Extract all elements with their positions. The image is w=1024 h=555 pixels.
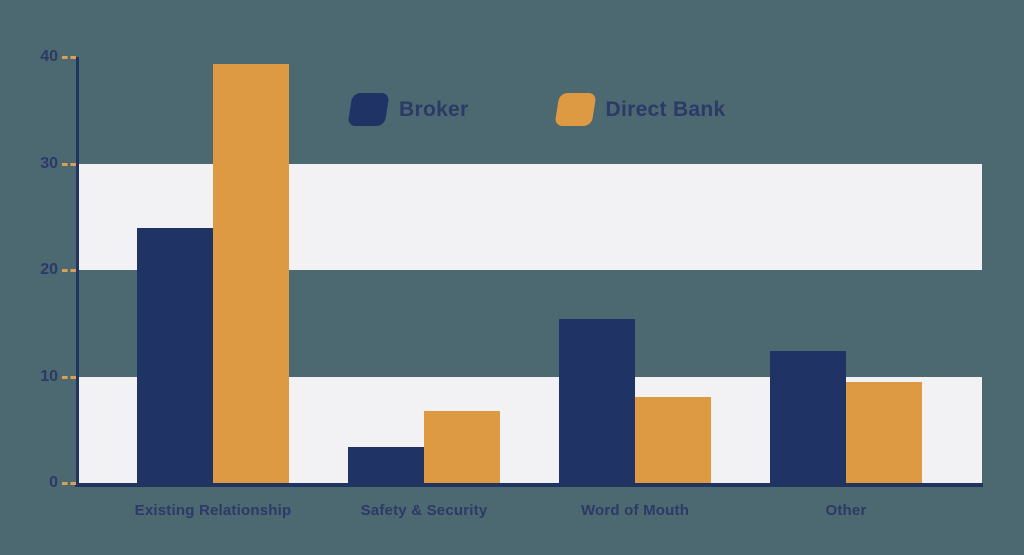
y-axis-tick-label-40: 40 [40,48,58,65]
legend-item-direct-bank: Direct Bank [553,93,726,126]
category-label-word-of-mouth: Word of Mouth [580,502,690,519]
direct-bank-legend-label: Direct Bank [605,97,726,121]
y-axis-tick-mark-icon [62,269,76,272]
bar-safety-security-broker [348,446,424,483]
bar-word-of-mouth-broker [559,319,635,483]
y-axis-tick-label-10: 10 [40,367,58,385]
y-axis-tick-label-30: 30 [40,154,58,172]
bar-safety-security-direct-bank [424,410,500,483]
y-axis-tick-mark-icon [62,162,76,166]
category-label-other: Other [825,502,867,519]
category-label-existing-relationship: Existing Relationship [134,502,292,519]
broker-legend-label: Broker [399,97,469,121]
y-axis-tick-label-0: 0 [49,474,58,491]
y-axis-tick-mark-icon [62,482,76,485]
y-axis-tick-mark-icon [62,375,76,379]
bar-existing-relationship-direct-bank [213,64,289,483]
bar-word-of-mouth-direct-bank [635,396,711,483]
direct-bank-legend-swatch-icon [553,93,597,126]
legend-item-broker: Broker [347,93,469,126]
bar-other-broker [770,350,846,483]
x-axis-line [75,483,983,487]
y-axis-tick-label-20: 20 [40,261,58,278]
plot-area [79,57,982,483]
y-axis-line [76,57,79,487]
bar-other-direct-bank [846,381,922,483]
category-label-safety-security: Safety & Security [360,502,488,519]
broker-legend-swatch-icon [347,93,390,126]
bar-existing-relationship-broker [137,228,213,483]
y-axis-tick-mark-icon [62,56,76,59]
legend: Broker Direct Bank [347,93,726,126]
